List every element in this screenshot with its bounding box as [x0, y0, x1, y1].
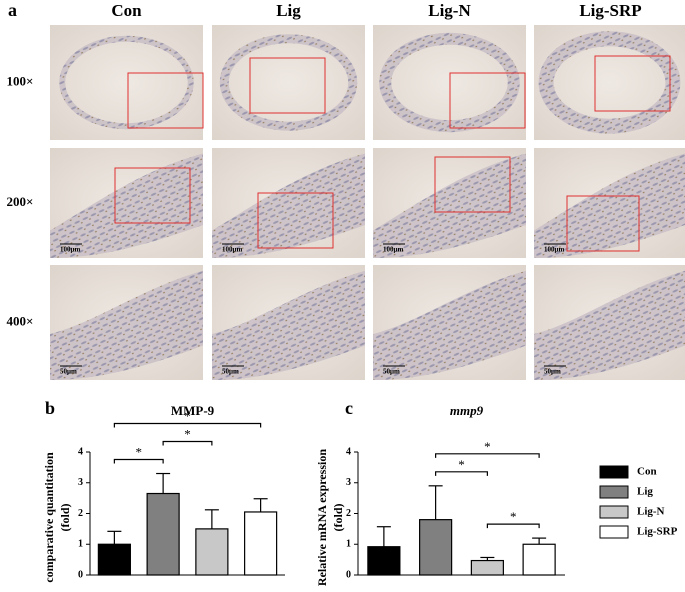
tissue-band: [373, 270, 526, 380]
vessel-wall: [538, 31, 681, 134]
y-tick-label: 1: [78, 539, 83, 550]
significance-bracket: [162, 440, 213, 446]
chart-title: MMP-9: [171, 403, 215, 418]
legend-label: Lig-N: [637, 506, 665, 518]
significance-bracket: [113, 422, 262, 428]
bar: [97, 543, 131, 576]
scale-label: 100μm: [544, 246, 564, 254]
row-label: 400×: [7, 313, 34, 328]
micrograph: [50, 25, 203, 140]
tissue-band: [534, 153, 685, 258]
legend-swatch: [599, 525, 629, 539]
significance-label: *: [510, 509, 517, 524]
y-tick-label: 0: [346, 569, 351, 580]
significance-label: *: [184, 409, 191, 424]
y-tick-label: 0: [78, 569, 83, 580]
zoom-box: [257, 192, 334, 249]
y-tick-label: 2: [78, 508, 83, 519]
zoom-box: [594, 55, 671, 112]
zoom-box: [566, 195, 640, 252]
y-tick-label: 4: [346, 446, 351, 457]
legend-label: Lig: [637, 486, 653, 498]
bar: [367, 546, 401, 576]
vessel-wall: [219, 34, 358, 131]
bar: [244, 511, 278, 576]
tissue-band: [50, 270, 203, 380]
zoom-box: [449, 72, 526, 129]
significance-label: *: [484, 439, 491, 454]
tissue-band: [50, 153, 203, 258]
bar: [419, 519, 453, 576]
y-axis-label: comparative quantitation: [42, 452, 56, 583]
y-axis-label: (fold): [331, 504, 345, 532]
significance-label: *: [184, 427, 191, 442]
scale-label: 100μm: [222, 246, 242, 254]
y-tick-label: 3: [346, 477, 351, 488]
scale-label: 50μm: [60, 368, 77, 376]
legend-swatch: [599, 485, 629, 499]
tissue-band: [373, 153, 526, 258]
y-axis-label: Relative mRNA expression: [315, 449, 329, 586]
bar: [522, 543, 556, 576]
scale-label: 100μm: [383, 246, 403, 254]
scale-label: 50μm: [544, 368, 561, 376]
micrograph: [212, 25, 365, 140]
column-header: Lig: [276, 1, 301, 20]
zoom-box: [249, 57, 326, 114]
scale-label: 50μm: [383, 368, 400, 376]
panel-letter: c: [345, 398, 353, 418]
scale-label: 50μm: [222, 368, 239, 376]
zoom-box: [434, 156, 511, 213]
significance-label: *: [458, 457, 465, 472]
panel-letter: a: [8, 0, 17, 20]
y-tick-label: 1: [346, 539, 351, 550]
column-header: Con: [111, 1, 142, 20]
legend-swatch: [599, 505, 629, 519]
tissue-band: [212, 270, 365, 380]
y-tick-label: 2: [346, 508, 351, 519]
panel-letter: b: [45, 398, 55, 418]
significance-bracket: [486, 523, 540, 529]
y-tick-label: 4: [78, 446, 83, 457]
scale-label: 100μm: [60, 246, 80, 254]
significance-label: *: [136, 445, 143, 460]
bar: [470, 559, 504, 576]
zoom-box: [114, 167, 191, 224]
row-label: 100×: [7, 73, 34, 88]
bar: [146, 492, 180, 576]
chart-title: mmp9: [450, 403, 484, 418]
column-header: Lig-N: [428, 1, 471, 20]
legend-label: Con: [637, 466, 657, 478]
zoom-box: [127, 72, 204, 129]
tissue-band: [534, 270, 685, 380]
significance-bracket: [113, 458, 164, 464]
legend-swatch: [599, 465, 629, 479]
vessel-wall: [59, 35, 194, 130]
tissue-band: [212, 153, 365, 258]
row-label: 200×: [7, 194, 34, 209]
significance-bracket: [435, 471, 488, 476]
column-header: Lig-SRP: [579, 1, 641, 20]
bar: [195, 528, 229, 576]
y-axis-label: (fold): [58, 504, 72, 532]
legend-label: Lig-SRP: [637, 526, 678, 538]
significance-bracket: [435, 453, 540, 458]
y-tick-label: 3: [78, 477, 83, 488]
